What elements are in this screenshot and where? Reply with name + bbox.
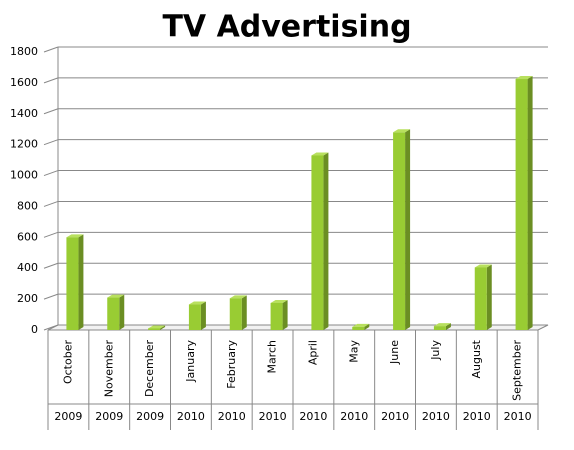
bar-top [66,234,84,238]
bar-side [445,323,451,330]
x-tick-label: July [429,340,442,361]
x-tick-label: February [225,340,238,389]
x-group-label: 2010 [177,410,205,423]
x-tick-label: January [184,340,197,383]
y-tick-label: 1000 [10,169,38,182]
tick-diagonal [43,77,59,84]
bar-top [148,325,166,329]
bar [515,79,528,331]
y-tick-label: 1800 [10,45,38,58]
tick-diagonal [43,139,59,146]
bar-side [323,152,329,330]
x-tick-label: May [347,340,360,363]
x-tick-label: December [143,340,156,398]
bar [393,132,406,330]
bar-top [393,129,411,133]
x-group-label: 2010 [340,410,368,423]
bar [352,326,365,330]
bar [433,326,446,330]
tick-diagonal [43,170,59,177]
y-tick-label: 600 [17,230,38,243]
bar [270,302,283,330]
tick-diagonal [43,324,59,331]
bar-side [282,299,288,330]
bar-top [515,76,533,80]
bar-top [270,299,288,303]
y-tick-label: 1600 [10,76,38,89]
bar-side [78,234,84,330]
y-tick-label: 1400 [10,107,38,120]
bar [474,267,487,330]
tick-diagonal [43,200,59,207]
bar [66,237,79,330]
x-group-label: 2010 [299,410,327,423]
y-tick-label: 1200 [10,138,38,151]
x-group-label: 2010 [381,410,409,423]
tick-diagonal [43,108,59,115]
x-tick-label: November [102,340,115,398]
tick-diagonal [43,262,59,269]
bar-top [311,152,329,156]
x-group-label: 2010 [463,410,491,423]
bar-top [433,323,451,327]
bar-side [200,301,206,330]
chart-title: TV Advertising [162,10,411,45]
bar-side [405,129,411,330]
bar-side [527,76,533,331]
bar-side [119,294,125,330]
x-tick-label: August [470,339,483,378]
x-tick-label: April [306,340,319,365]
x-tick-label: June [388,340,401,365]
bar-side [160,325,166,330]
x-tick-label: September [511,340,524,401]
bar-side [364,323,370,330]
y-tick-label: 400 [17,261,38,274]
bar [148,328,161,330]
x-group-label: 2010 [259,410,287,423]
tick-diagonal [43,231,59,238]
tick-diagonal [43,46,59,53]
x-tick-label: October [61,340,74,384]
x-group-label: 2009 [136,410,164,423]
y-tick-label: 0 [31,323,38,336]
x-group-label: 2010 [218,410,246,423]
bar [311,155,324,330]
bar [107,297,120,330]
tick-diagonal [43,293,59,300]
bar-top [188,301,206,305]
y-tick-label: 800 [17,199,38,212]
x-group-label: 2009 [95,410,123,423]
x-group-label: 2010 [504,410,532,423]
bar-top [474,264,492,268]
x-group-label: 2010 [422,410,450,423]
bar-top [107,294,125,298]
x-group-label: 2009 [54,410,82,423]
bar-top [229,295,247,299]
bar-top [352,323,370,327]
bar-side [241,295,247,330]
bar [188,304,201,330]
y-tick-label: 200 [17,292,38,305]
bar-side [486,264,492,330]
x-tick-label: March [266,340,279,374]
bar [229,298,242,330]
